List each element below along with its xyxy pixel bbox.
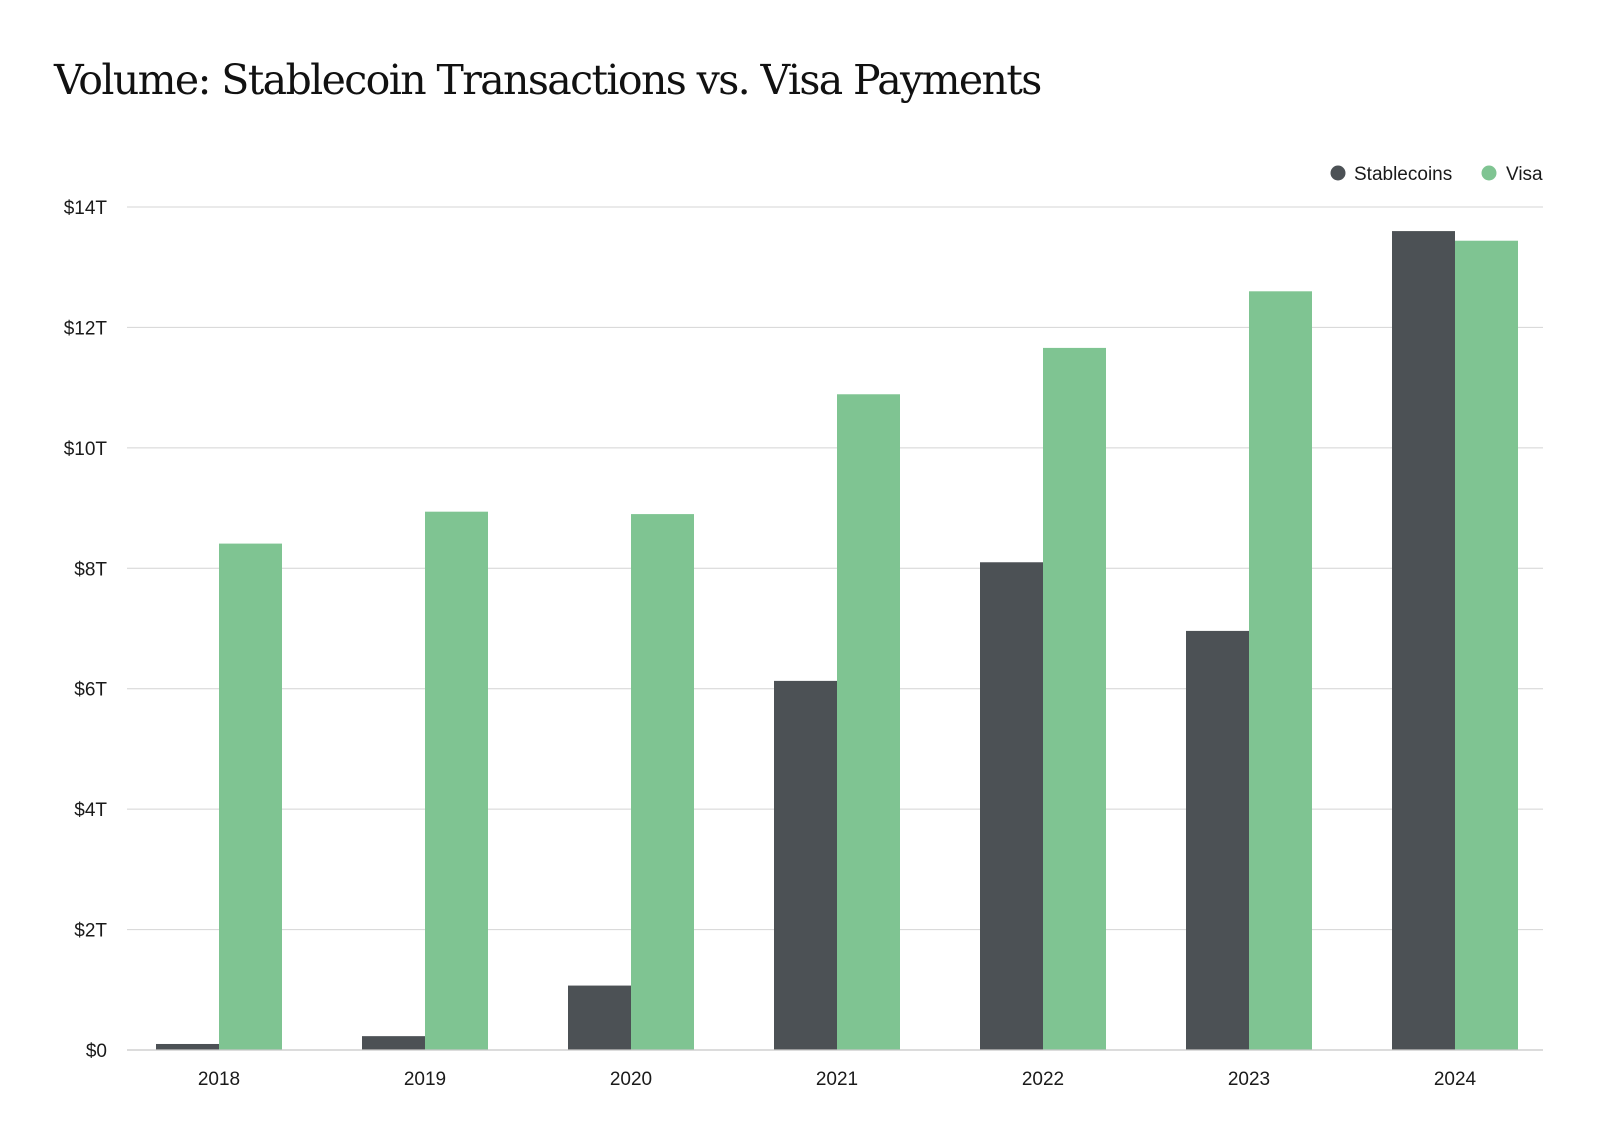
bar-visa-2024 (1455, 240, 1518, 1051)
bar-visa-2021 (837, 394, 900, 1050)
bar-stablecoins-2023 (1186, 630, 1249, 1050)
legend-label: Stablecoins (1354, 164, 1452, 185)
bar-stablecoins-2022 (980, 562, 1043, 1050)
bar-stablecoins-2021 (774, 680, 837, 1050)
legend-item-visa: Visa (1481, 164, 1543, 185)
legend-item-stablecoins: Stablecoins (1330, 164, 1452, 185)
bar-visa-2019 (425, 511, 488, 1050)
x-tick-label: 2018 (198, 1069, 240, 1090)
bar-stablecoins-2018 (156, 1043, 219, 1050)
bar-visa-2023 (1249, 291, 1312, 1050)
x-axis-tick-labels: 2018 2019 2020 2021 2022 2023 2024 (198, 1069, 1477, 1090)
y-tick-label: $4T (74, 800, 107, 821)
y-tick-label: $8T (74, 559, 107, 580)
legend: Stablecoins Visa (1330, 164, 1543, 185)
bar-visa-2022 (1043, 347, 1106, 1050)
x-tick-label: 2021 (816, 1069, 858, 1090)
legend-swatch (1481, 165, 1497, 181)
y-tick-label: $12T (64, 318, 108, 339)
bar-stablecoins-2020 (568, 985, 631, 1050)
bar-visa-2018 (219, 543, 282, 1050)
bar-visa-2020 (631, 514, 694, 1050)
bar-stablecoins-2019 (362, 1036, 425, 1050)
x-tick-label: 2022 (1022, 1069, 1064, 1090)
y-tick-label: $0 (86, 1041, 107, 1062)
bars (156, 231, 1518, 1051)
x-tick-label: 2019 (404, 1069, 446, 1090)
bar-stablecoins-2024 (1392, 231, 1455, 1051)
legend-swatch (1330, 165, 1346, 181)
legend-label: Visa (1506, 164, 1543, 185)
x-tick-label: 2023 (1228, 1069, 1270, 1090)
y-axis-tick-labels: $0 $2T $4T $6T $8T $10T $12T $14T (64, 198, 108, 1062)
chart-title: Volume: Stablecoin Transactions vs. Visa… (54, 56, 1042, 104)
y-tick-label: $14T (64, 198, 108, 219)
x-tick-label: 2024 (1434, 1069, 1477, 1090)
y-tick-label: $10T (64, 439, 108, 460)
x-tick-label: 2020 (610, 1069, 652, 1090)
y-tick-label: $6T (74, 680, 107, 701)
y-tick-label: $2T (74, 921, 107, 942)
